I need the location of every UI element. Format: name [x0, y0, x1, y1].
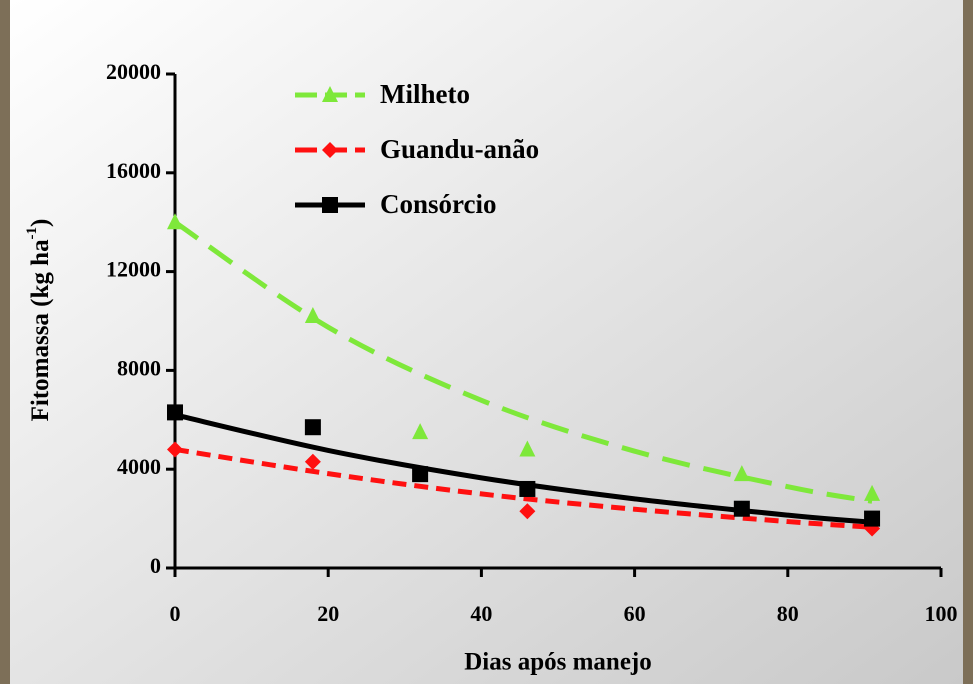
marker-triangle: [304, 307, 321, 324]
trend-line: [173, 220, 873, 504]
marker-triangle: [733, 465, 750, 482]
marker-square: [167, 404, 183, 421]
y-tick-label: 20000: [106, 59, 161, 84]
legend-label: Guandu-anão: [380, 134, 539, 164]
x-tick-label: 60: [624, 601, 646, 626]
marker-diamond: [304, 453, 321, 470]
x-axis-title: Dias após manejo: [464, 649, 652, 676]
y-tick-label: 4000: [117, 454, 161, 479]
y-axis-title-sup: -1: [24, 227, 40, 240]
marker-triangle: [167, 213, 183, 230]
y-axis-title-end: ): [27, 219, 54, 227]
marker-square: [322, 197, 338, 213]
marker-square: [864, 510, 881, 527]
x-tick-label: 40: [470, 601, 492, 626]
x-tick-label: 0: [170, 601, 181, 626]
marker-triangle: [519, 440, 536, 457]
marker-square: [304, 419, 321, 436]
marker-diamond: [519, 503, 536, 520]
y-axis-title: Fitomassa (kg ha-1): [24, 219, 53, 422]
y-axis-title-main: Fitomassa (kg ha: [27, 239, 54, 421]
x-tick-label: 20: [317, 601, 339, 626]
marker-square: [733, 500, 750, 517]
trend-line: [174, 412, 873, 525]
marker-diamond: [322, 142, 338, 158]
x-tick-label: 80: [777, 601, 799, 626]
marker-triangle: [322, 86, 338, 102]
x-tick-label: 100: [925, 601, 958, 626]
trend-line: [174, 446, 873, 530]
legend-label: Consórcio: [380, 189, 497, 219]
marker-square: [519, 480, 536, 497]
legend-label: Milheto: [380, 79, 470, 109]
marker-triangle: [412, 423, 429, 440]
panel: [10, 0, 963, 684]
y-tick-label: 12000: [106, 257, 161, 282]
y-tick-label: 16000: [106, 158, 161, 183]
marker-triangle: [864, 484, 881, 501]
marker-square: [412, 466, 429, 483]
y-tick-label: 8000: [117, 355, 161, 380]
marker-diamond: [167, 441, 183, 458]
y-tick-label: 0: [150, 553, 161, 578]
